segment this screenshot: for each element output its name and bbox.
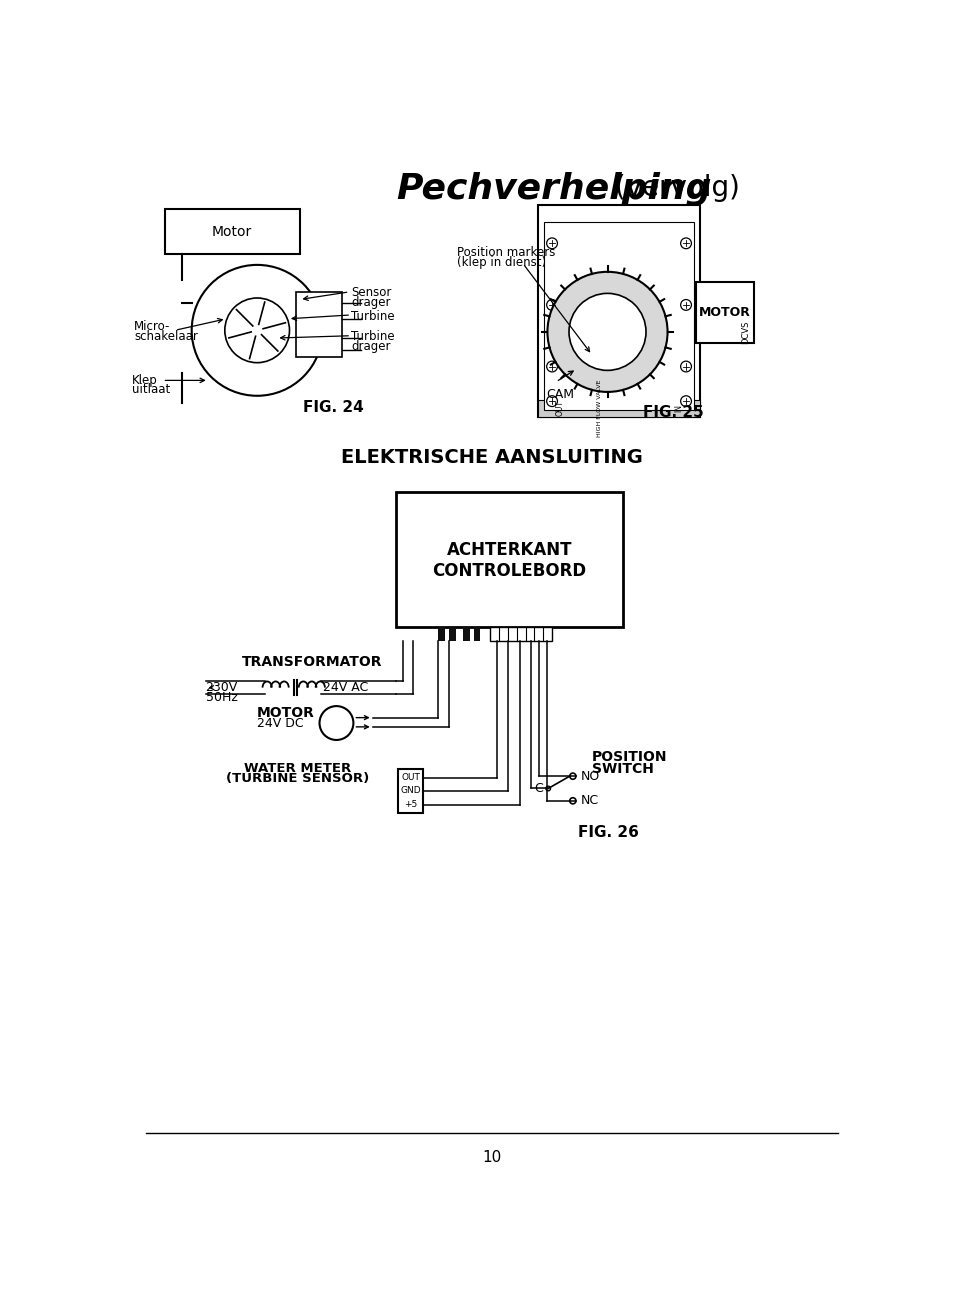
Bar	[449, 627, 456, 640]
Text: drager: drager	[351, 339, 391, 352]
Text: schakelaar: schakelaar	[134, 330, 198, 343]
Circle shape	[570, 774, 576, 779]
Circle shape	[546, 395, 558, 407]
Bar	[539, 204, 700, 416]
Circle shape	[192, 264, 323, 395]
Text: ACHTERKANT: ACHTERKANT	[446, 541, 572, 559]
Text: MOTOR: MOTOR	[699, 306, 751, 319]
Text: (vervolg): (vervolg)	[606, 174, 740, 202]
Bar	[539, 399, 700, 416]
Text: (TURBINE SENSOR): (TURBINE SENSOR)	[227, 772, 370, 785]
Circle shape	[681, 238, 691, 249]
Circle shape	[546, 787, 550, 791]
Text: 50Hz: 50Hz	[205, 691, 237, 704]
Text: IN: IN	[674, 404, 683, 412]
Text: FIG. 26: FIG. 26	[578, 826, 639, 840]
Text: DCVS: DCVS	[741, 321, 750, 343]
Text: Position markers: Position markers	[457, 246, 556, 259]
Bar	[296, 292, 342, 357]
Text: OUT: OUT	[555, 401, 564, 416]
Bar	[696, 281, 754, 343]
Text: GND: GND	[400, 787, 421, 796]
Circle shape	[546, 300, 558, 310]
Text: POSITION: POSITION	[592, 750, 667, 764]
Circle shape	[546, 361, 558, 372]
Text: HIGH FLOW VALVE: HIGH FLOW VALVE	[597, 380, 602, 437]
Text: 230V: 230V	[205, 681, 238, 694]
Circle shape	[320, 706, 353, 740]
Bar	[473, 627, 480, 640]
Text: 24V DC: 24V DC	[257, 717, 303, 730]
Text: Klep: Klep	[132, 374, 157, 387]
Bar	[463, 627, 469, 640]
Circle shape	[681, 361, 691, 372]
Text: NC: NC	[581, 795, 599, 808]
Text: Sensor: Sensor	[351, 287, 392, 300]
Text: CONTROLEBORD: CONTROLEBORD	[432, 563, 587, 580]
Text: Micro-: Micro-	[134, 321, 170, 334]
Text: drager: drager	[351, 296, 391, 309]
Text: OUT: OUT	[401, 774, 420, 783]
Circle shape	[546, 238, 558, 249]
Text: TRANSFORMATOR: TRANSFORMATOR	[242, 656, 382, 669]
Text: Motor: Motor	[212, 225, 252, 238]
Text: C: C	[535, 781, 543, 795]
Text: MOTOR: MOTOR	[257, 706, 315, 720]
Bar	[544, 221, 694, 411]
Circle shape	[570, 797, 576, 804]
Bar	[165, 209, 300, 254]
Bar	[438, 627, 445, 640]
Text: uitlaat: uitlaat	[132, 384, 170, 397]
Text: Turbine: Turbine	[351, 309, 395, 322]
Text: WATER METER: WATER METER	[245, 762, 351, 775]
Circle shape	[681, 395, 691, 407]
Text: 10: 10	[482, 1151, 502, 1165]
Text: SWITCH: SWITCH	[592, 762, 654, 775]
Bar	[398, 770, 423, 813]
Text: CAM: CAM	[546, 387, 574, 401]
Circle shape	[681, 300, 691, 310]
Text: +5: +5	[404, 800, 418, 809]
Text: Turbine: Turbine	[351, 330, 395, 343]
Text: NO: NO	[581, 770, 600, 783]
Text: 24V AC: 24V AC	[323, 681, 368, 694]
Text: ELEKTRISCHE AANSLUITING: ELEKTRISCHE AANSLUITING	[341, 448, 643, 467]
Circle shape	[569, 293, 646, 370]
Circle shape	[547, 272, 667, 391]
Bar	[396, 492, 623, 627]
Text: FIG. 25: FIG. 25	[643, 404, 704, 420]
Text: FIG. 24: FIG. 24	[303, 401, 364, 415]
Text: Pechverhelping: Pechverhelping	[396, 173, 711, 207]
Text: (klep in dienst): (klep in dienst)	[457, 255, 546, 268]
Bar	[491, 627, 552, 640]
Circle shape	[225, 298, 290, 363]
